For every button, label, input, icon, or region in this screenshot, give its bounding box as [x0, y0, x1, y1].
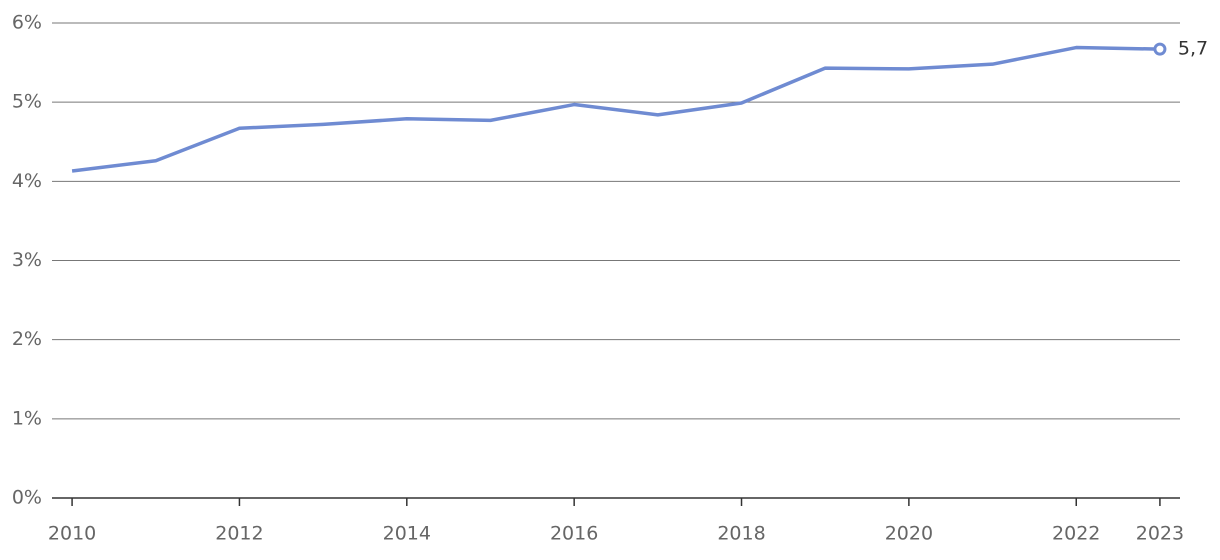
x-tick-label: 2012: [215, 523, 263, 545]
x-tick-label: 2010: [48, 523, 96, 545]
x-tick-label: 2020: [885, 523, 933, 545]
x-tick-label: 2022: [1052, 523, 1100, 545]
y-tick-label: 0%: [12, 487, 42, 509]
x-tick-label: 2018: [717, 523, 765, 545]
y-tick-label: 5%: [12, 91, 42, 113]
value-label: 5,7: [1178, 38, 1208, 60]
x-tick-label: 2016: [550, 523, 598, 545]
y-tick-label: 1%: [12, 407, 42, 429]
y-tick-label: 2%: [12, 328, 42, 350]
x-tick-label: 2023: [1136, 523, 1184, 545]
point-marker: [1153, 42, 1167, 56]
x-tick-label: 2014: [383, 523, 431, 545]
y-tick-label: 3%: [12, 249, 42, 271]
series-line: [71, 45, 1160, 173]
y-tick-label: 6%: [12, 12, 42, 34]
y-tick-label: 4%: [12, 170, 42, 192]
